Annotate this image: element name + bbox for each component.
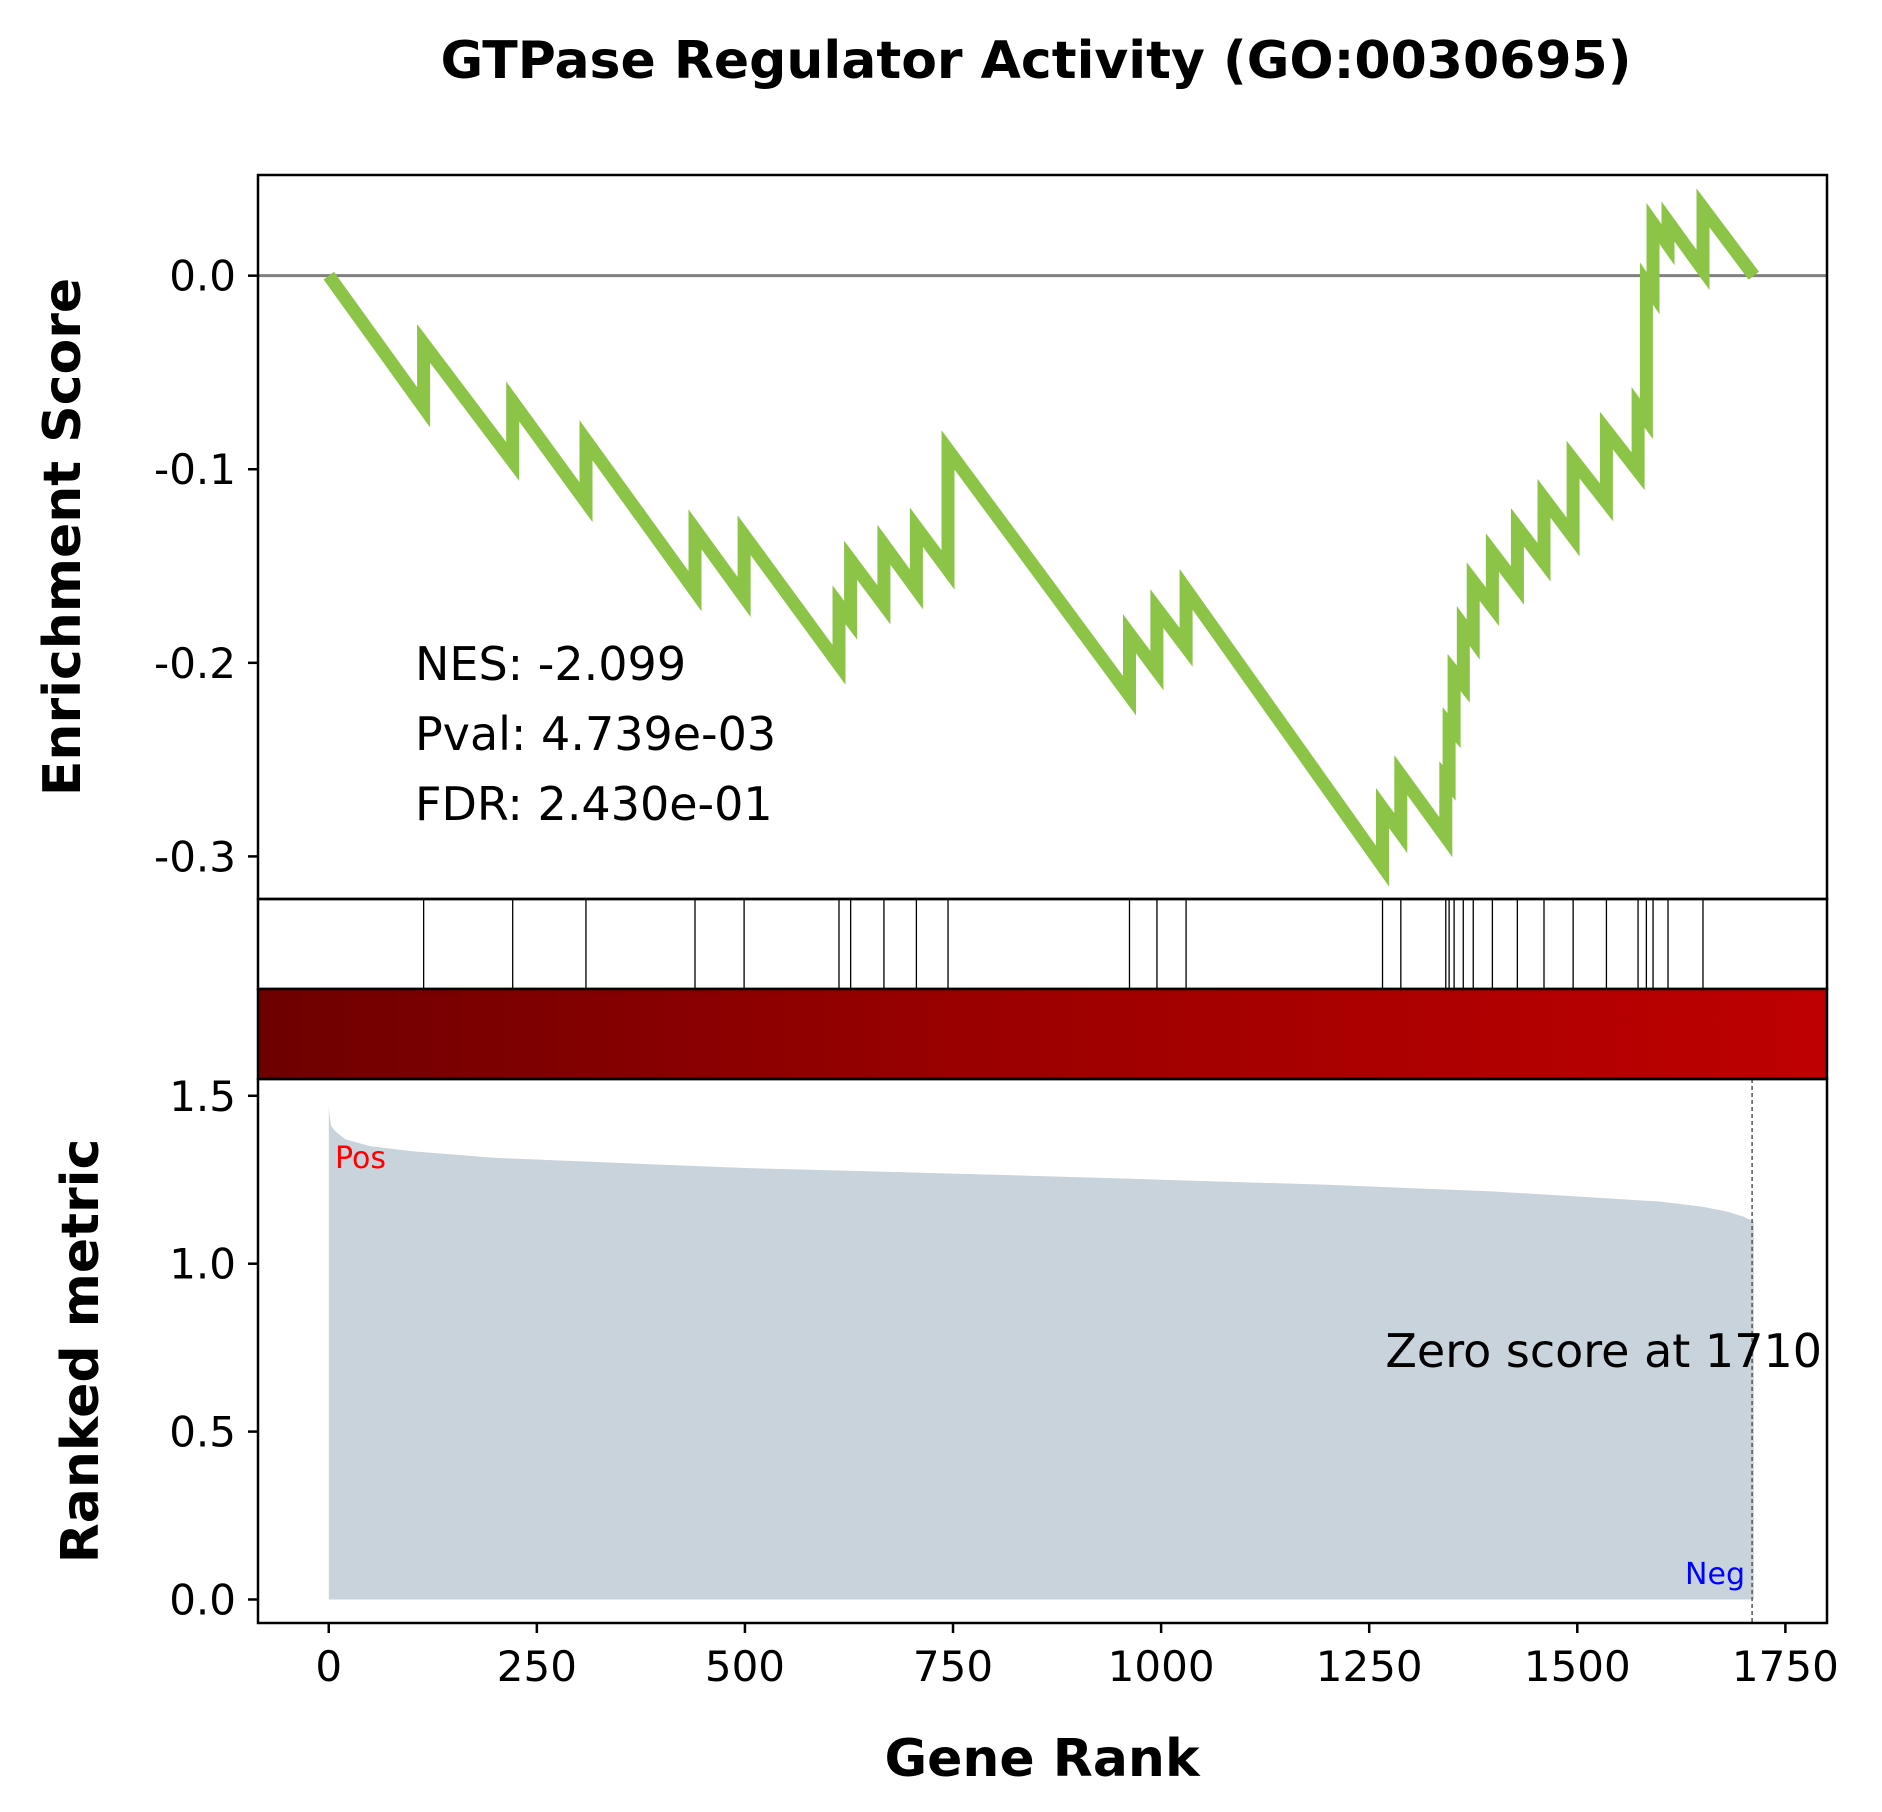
neg-label: Neg [1685,1557,1745,1592]
x-axis-label: Gene Rank [884,1729,1200,1789]
x-tick-label: 1500 [1524,1642,1631,1691]
metric-y-tick-label: 1.0 [169,1240,236,1289]
x-tick-label: 1750 [1732,1642,1839,1691]
es-y-tick-label: 0.0 [169,252,236,301]
x-tick-label: 250 [497,1642,577,1691]
x-tick-label: 1000 [1108,1642,1215,1691]
gene-hit-panel [256,897,1829,991]
x-tick-label: 500 [705,1642,785,1691]
es-y-tick-label: -0.3 [154,832,236,881]
x-tick-label: 0 [315,1642,342,1691]
chart-title: GTPase Regulator Activity (GO:0030695) [441,31,1632,91]
nes-label: NES: -2.099 [415,637,686,691]
es-y-tick-label: -0.2 [154,639,236,688]
x-tick-label: 1250 [1316,1642,1423,1691]
es-y-tick-label: -0.1 [154,445,236,494]
rank-color-bar [256,987,1829,1081]
zero-score-label: Zero score at 1710 [1385,1324,1822,1378]
metric-y-axis-label: Ranked metric [51,1139,111,1564]
enrichment-score-panel: 0.0 -0.1 -0.2 -0.3 [154,173,1829,901]
hit-panel-frame [256,897,1829,991]
pval-label: Pval: 4.739e-03 [415,707,776,761]
metric-y-tick-label: 0.0 [169,1575,236,1624]
metric-panel-frame [256,1077,1829,1625]
ranked-metric-area [328,1105,1754,1600]
x-tick-label: 750 [913,1642,993,1691]
es-y-axis-label: Enrichment Score [33,278,93,796]
metric-y-tick-label: 0.5 [169,1408,236,1457]
fdr-label: FDR: 2.430e-01 [415,777,773,831]
running-enrichment-line [323,188,1760,887]
ranked-metric-panel: 0.0 0.5 1.0 1.5 0 250 500 750 1000 1250 1500 1750 [169,1072,1839,1691]
metric-y-tick-label: 1.5 [169,1072,236,1121]
pos-label: Pos [335,1141,386,1176]
